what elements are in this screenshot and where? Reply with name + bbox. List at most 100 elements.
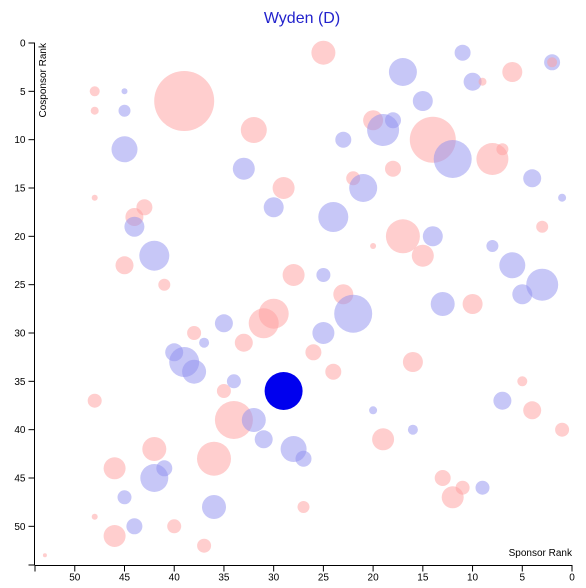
bubble-point-37 xyxy=(536,220,549,233)
bubble-point-13 xyxy=(118,104,131,117)
bubble-point-46 xyxy=(282,264,305,286)
bubble-point-38 xyxy=(385,219,420,254)
bubble-point-40 xyxy=(370,243,377,249)
bubble-point-68 xyxy=(226,374,241,389)
bubble-point-52 xyxy=(430,292,455,316)
bubble-point-75 xyxy=(523,401,542,420)
bubble-point-59 xyxy=(312,322,335,344)
bubble-point-30 xyxy=(91,194,98,201)
bubble-point-48 xyxy=(158,278,171,291)
y-tick-label: 30 xyxy=(14,329,26,340)
y-tick-label: 15 xyxy=(14,184,26,195)
bubble-point-66 xyxy=(182,359,207,384)
bubble-point-27 xyxy=(523,169,542,188)
bubble-point-69 xyxy=(517,376,528,387)
x-tick-label: 5 xyxy=(519,573,525,584)
bubble-point-101 xyxy=(42,553,47,558)
bubble-point-93 xyxy=(441,486,464,509)
chart-title: Wyden (D) xyxy=(264,10,340,27)
bubble-point-72 xyxy=(87,393,102,408)
x-tick-label: 30 xyxy=(268,573,280,584)
bubble-point-88 xyxy=(140,464,169,492)
bubble-point-8 xyxy=(89,86,100,97)
y-axis-line xyxy=(28,42,35,566)
y-axis-title: Cosponsor Rank xyxy=(38,42,49,117)
x-tick-label: 10 xyxy=(467,573,479,584)
bubble-point-16 xyxy=(240,117,267,143)
bubble-point-78 xyxy=(407,424,418,435)
bubble-point-56 xyxy=(248,308,279,339)
bubble-point-99 xyxy=(126,518,143,535)
bubble-point-49 xyxy=(526,268,559,301)
bubble-point-6 xyxy=(463,72,482,91)
bubble-point-84 xyxy=(197,441,231,476)
y-tick-label: 25 xyxy=(14,280,26,291)
y-tick-label: 50 xyxy=(14,522,26,533)
bubble-point-76 xyxy=(214,401,253,439)
bubble-point-43 xyxy=(411,244,434,267)
y-tick-label: 10 xyxy=(14,135,26,146)
bubble-point-20 xyxy=(111,136,138,163)
bubble-point-65 xyxy=(402,352,423,372)
bubble-point-100 xyxy=(197,538,212,553)
bubble-point-67 xyxy=(325,363,342,380)
bubble-point-17 xyxy=(367,114,400,146)
bubble-point-1 xyxy=(454,44,471,61)
bubble-point-60 xyxy=(199,337,210,348)
x-tick-label: 25 xyxy=(318,573,330,584)
bubble-point-36 xyxy=(124,216,145,237)
bubble-point-41 xyxy=(486,240,499,252)
bubble-point-44 xyxy=(115,256,134,275)
bubble-point-5 xyxy=(502,62,523,82)
bubble-point-61 xyxy=(234,333,253,352)
bubble-point-92 xyxy=(117,490,132,505)
bubble-point-63 xyxy=(305,344,322,361)
bubble-point-53 xyxy=(462,294,483,314)
y-tick-label: 40 xyxy=(14,425,26,436)
bubble-point-7 xyxy=(478,77,487,86)
bubble-point-35 xyxy=(318,202,349,232)
bubble-point-29 xyxy=(349,174,378,202)
bubble-point-45 xyxy=(499,252,526,279)
bubble-point-85 xyxy=(295,450,312,467)
x-tick-label: 20 xyxy=(368,573,380,584)
y-tick-label: 35 xyxy=(14,377,26,388)
bubble-point-25 xyxy=(385,160,401,177)
bubble-point-96 xyxy=(91,513,98,520)
bubble-point-18 xyxy=(335,131,352,148)
bubble-point-81 xyxy=(372,428,395,451)
x-tick-label: 45 xyxy=(119,573,131,584)
bubble-point-57 xyxy=(214,314,233,333)
bubble-point-98 xyxy=(103,525,126,547)
bubble-point-91 xyxy=(475,480,490,495)
bubble-point-3 xyxy=(547,57,558,68)
bubble-point-31 xyxy=(558,193,567,202)
x-axis-title: Sponsor Rank xyxy=(509,548,573,559)
bubble-point-97 xyxy=(167,519,182,534)
x-axis-line xyxy=(34,565,573,572)
bubble-point-33 xyxy=(263,197,284,218)
bubble-point-47 xyxy=(316,268,331,282)
bubble-layer xyxy=(42,40,570,558)
x-tick-label: 40 xyxy=(169,573,181,584)
bubble-point-11 xyxy=(412,91,433,111)
bubble-point-22 xyxy=(433,140,472,178)
bubble-point-86 xyxy=(103,457,126,480)
bubble-point-89 xyxy=(434,470,451,486)
bubble-point-0 xyxy=(311,40,336,65)
bubble-point-74 xyxy=(369,406,378,415)
bubble-point-10 xyxy=(154,71,215,131)
x-axis: 50 45 40 35 30 25 20 15 10 5 0 xyxy=(34,565,575,584)
bubble-point-77 xyxy=(241,408,266,432)
y-tick-label: 20 xyxy=(14,232,26,243)
bubble-point-58 xyxy=(187,326,202,340)
bubble-point-55 xyxy=(334,294,373,333)
bubble-point-51 xyxy=(512,284,533,305)
x-tick-label: 35 xyxy=(218,573,230,584)
bubble-point-95 xyxy=(202,495,226,519)
bubble-point-24 xyxy=(232,157,255,180)
bubble-point-4 xyxy=(388,58,417,86)
bubble-point-12 xyxy=(90,106,99,115)
bubble-point-70 xyxy=(216,384,231,398)
